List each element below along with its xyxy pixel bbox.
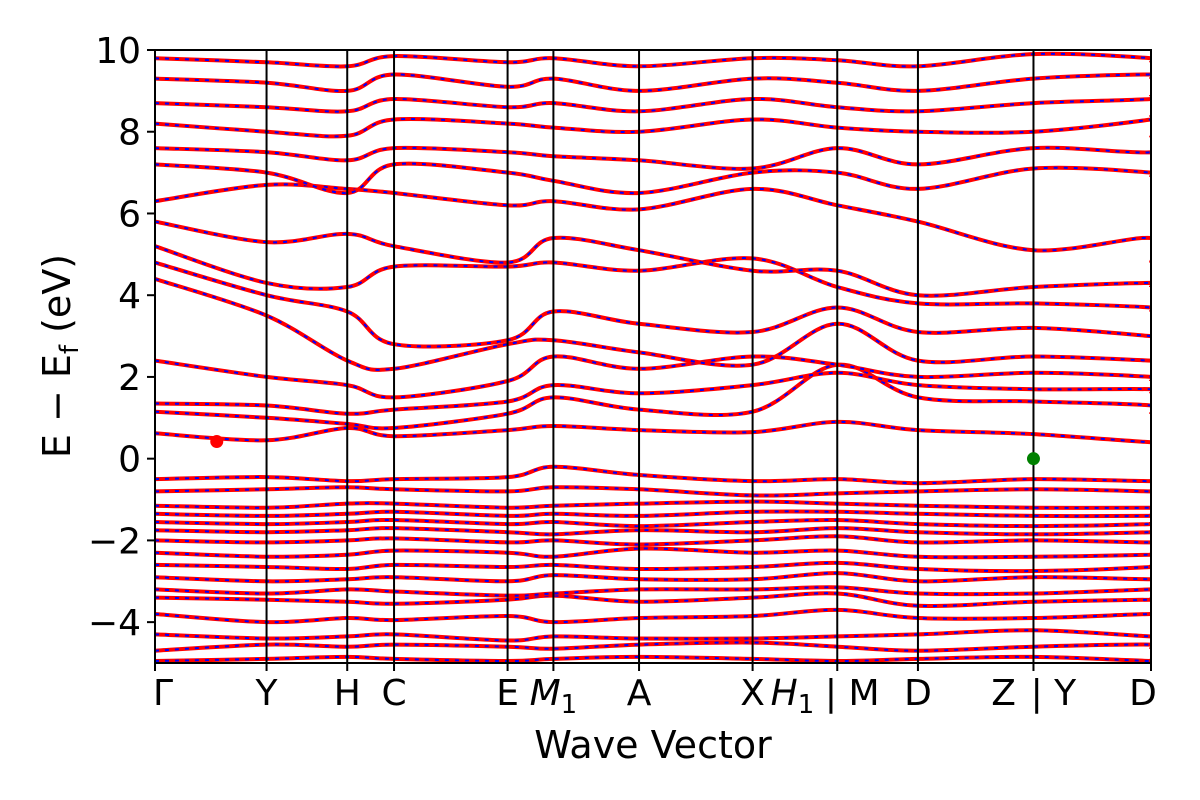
band-line-red [155,464,1151,486]
band-line-red [155,534,1151,547]
kpoint-lines [265,50,1035,663]
x-tick-label: D [1129,673,1157,714]
band-line-red [155,182,1151,263]
y-tick-label: 6 [118,194,141,235]
band-line-blue [155,220,1151,297]
band-line-blue [155,114,1151,138]
band-line-red [155,419,1151,445]
band-line-red [155,161,1151,196]
y-tick-label: 4 [118,276,141,317]
band-line-red [155,135,1151,171]
y-tick-label: 0 [118,440,141,481]
x-tick-label: A [627,673,652,714]
x-tick-label: Z [991,673,1016,714]
markers-layer [210,435,1040,466]
x-tick-label: M1 [530,673,578,720]
band-line-red [155,72,1151,94]
x-tick-label: | M [825,673,880,714]
band-line-blue [155,162,1151,195]
extremum-marker [210,435,224,449]
bands-layer [155,51,1151,663]
x-tick-label: Γ [153,673,173,714]
y-tick-label: 8 [118,113,141,154]
x-tick-label: | Y [1031,673,1078,714]
band-line-blue [155,245,1151,313]
y-tick-label: 2 [118,358,141,399]
x-tick-label: Y [255,673,279,714]
y-axis-title: E − Ef (eV) [35,254,85,458]
x-tick-label: E [496,673,519,714]
x-tick-label: C [381,673,406,714]
y-axis-title-main: E − E [35,354,79,458]
y-axis-title-sub: f [55,344,85,354]
extremum-marker [1026,452,1040,466]
y-axis: −4 −2 0 2 4 6 8 10 [88,31,155,644]
band-line-blue [155,183,1151,263]
band-line-red [155,219,1151,298]
y-tick-label: −4 [88,603,141,644]
x-axis: Γ Y H C E M1 A X H1 | M D Z | Y D [153,663,1157,720]
x-axis-title: Wave Vector [534,723,772,767]
y-tick-label: 10 [95,31,141,72]
x-tick-label: X [740,673,765,714]
x-tick-label: H1 [771,673,815,720]
band-line-red [155,113,1151,139]
band-line-blue [155,73,1151,93]
x-tick-label: D [904,673,932,714]
plot-frame [154,49,1152,664]
x-tick-label: H [334,673,361,714]
y-tick-label: −2 [88,521,141,562]
band-line-blue [155,371,1151,415]
y-axis-title-unit: (eV) [35,254,79,345]
band-line-blue [155,135,1151,170]
